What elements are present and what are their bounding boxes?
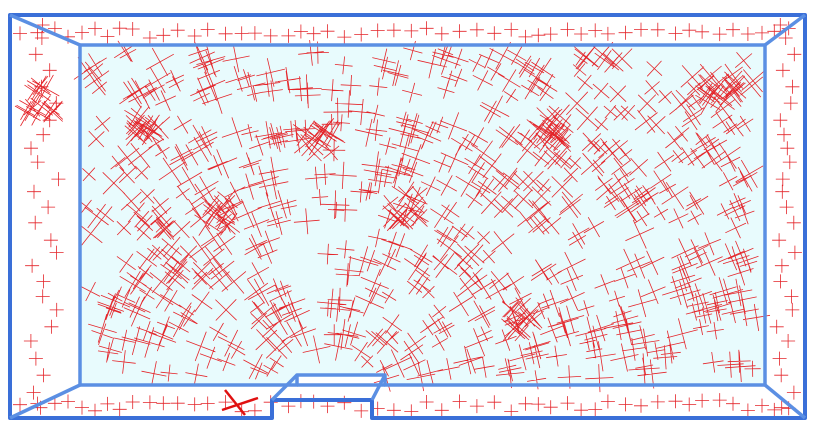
- cross-field: [13, 18, 802, 419]
- marker: [221, 389, 259, 416]
- edge: [763, 383, 807, 420]
- edge: [763, 13, 807, 47]
- inner-face: [80, 45, 765, 385]
- edge: [9, 13, 81, 47]
- inner-frame-group: [9, 13, 807, 420]
- marker-stroke: [221, 396, 259, 412]
- edge: [370, 374, 387, 401]
- marker-stroke: [224, 389, 246, 416]
- edge: [270, 373, 299, 402]
- cross-lines: [13, 18, 802, 419]
- edge: [9, 383, 81, 420]
